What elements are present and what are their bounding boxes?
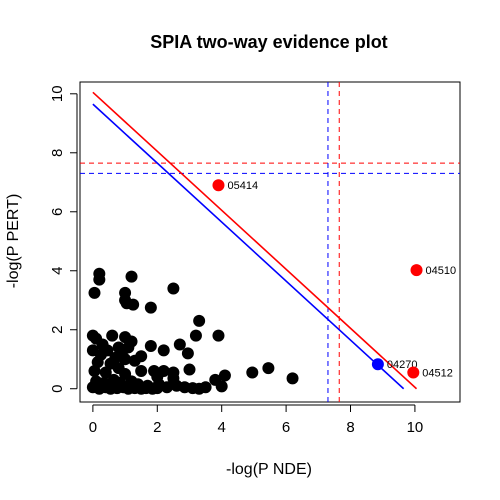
data-point	[193, 314, 206, 327]
data-point	[99, 366, 112, 379]
data-point	[183, 363, 196, 376]
plot-frame	[79, 81, 461, 403]
data-point	[212, 329, 225, 342]
data-point	[144, 339, 157, 352]
data-point	[193, 382, 206, 395]
highlighted-point	[407, 366, 420, 379]
combined-evidence-line	[92, 91, 418, 390]
x-tick-label: 2	[153, 419, 161, 436]
chart-title: SPIA two-way evidence plot	[150, 32, 387, 52]
y-tick-label: 0	[49, 385, 66, 393]
point-label: 05414	[227, 180, 258, 192]
y-tick-label: 2	[49, 326, 66, 334]
data-point	[93, 273, 106, 286]
data-point	[125, 270, 138, 283]
data-point	[106, 329, 119, 342]
highlighted-point	[371, 358, 384, 371]
data-point	[151, 382, 164, 395]
y-axis-title: -log(P PERT)	[5, 194, 22, 289]
data-point	[215, 380, 228, 393]
data-point	[167, 282, 180, 295]
data-point	[115, 347, 128, 360]
x-tick-label: 0	[89, 419, 97, 436]
data-point	[135, 350, 148, 363]
data-point	[127, 298, 140, 311]
data-point	[173, 338, 186, 351]
x-tick-label: 10	[407, 419, 424, 436]
highlighted-point	[410, 264, 423, 277]
data-point	[246, 366, 259, 379]
y-tick-label: 10	[49, 85, 66, 102]
data-point	[286, 372, 299, 385]
data-point	[88, 286, 101, 299]
point-label: 04512	[422, 368, 453, 380]
data-point	[189, 329, 202, 342]
x-axis-title: -log(P NDE)	[226, 461, 312, 478]
data-point	[88, 365, 101, 378]
data-point	[160, 381, 173, 394]
data-point	[157, 344, 170, 357]
data-point	[181, 347, 194, 360]
point-label: 04510	[426, 265, 457, 277]
highlighted-point	[212, 179, 225, 192]
x-tick-label: 8	[346, 419, 354, 436]
combined-evidence-line	[92, 103, 405, 390]
data-point	[262, 362, 275, 375]
y-tick-label: 8	[49, 149, 66, 157]
y-tick-label: 6	[49, 208, 66, 216]
x-tick-label: 4	[218, 419, 226, 436]
data-point	[135, 365, 148, 378]
data-point	[218, 369, 231, 382]
data-point	[144, 301, 157, 314]
data-point	[157, 365, 170, 378]
x-tick-label: 6	[282, 419, 290, 436]
y-tick-label: 4	[49, 267, 66, 275]
